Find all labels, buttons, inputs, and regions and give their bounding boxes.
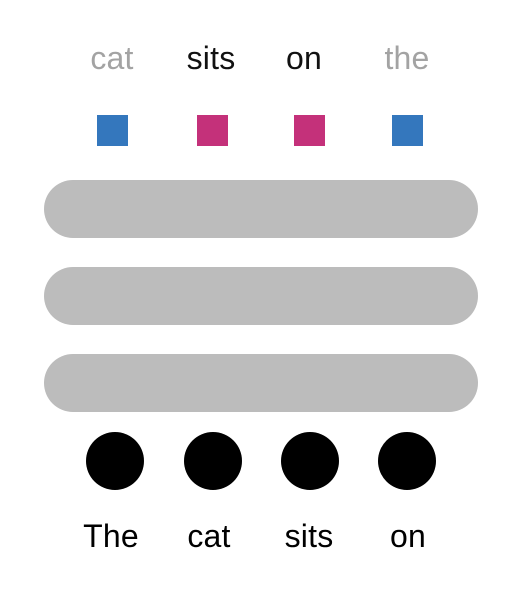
- output-word-cat: cat: [90, 40, 134, 76]
- output-marker-1: [97, 115, 128, 146]
- input-word-the: The: [83, 518, 139, 554]
- model-layer-1: [44, 180, 478, 238]
- output-word-the: the: [384, 40, 430, 76]
- input-word-sits: sits: [284, 518, 334, 554]
- output-marker-3: [294, 115, 325, 146]
- model-layer-3: [44, 354, 478, 412]
- input-token-node-1: [86, 432, 144, 490]
- output-word-sits: sits: [186, 40, 236, 76]
- input-word-cat: cat: [187, 518, 231, 554]
- input-token-node-4: [378, 432, 436, 490]
- model-layer-2: [44, 267, 478, 325]
- input-word-on: on: [390, 518, 426, 554]
- input-token-node-3: [281, 432, 339, 490]
- output-word-on: on: [286, 40, 322, 76]
- input-token-node-2: [184, 432, 242, 490]
- output-marker-4: [392, 115, 423, 146]
- output-marker-2: [197, 115, 228, 146]
